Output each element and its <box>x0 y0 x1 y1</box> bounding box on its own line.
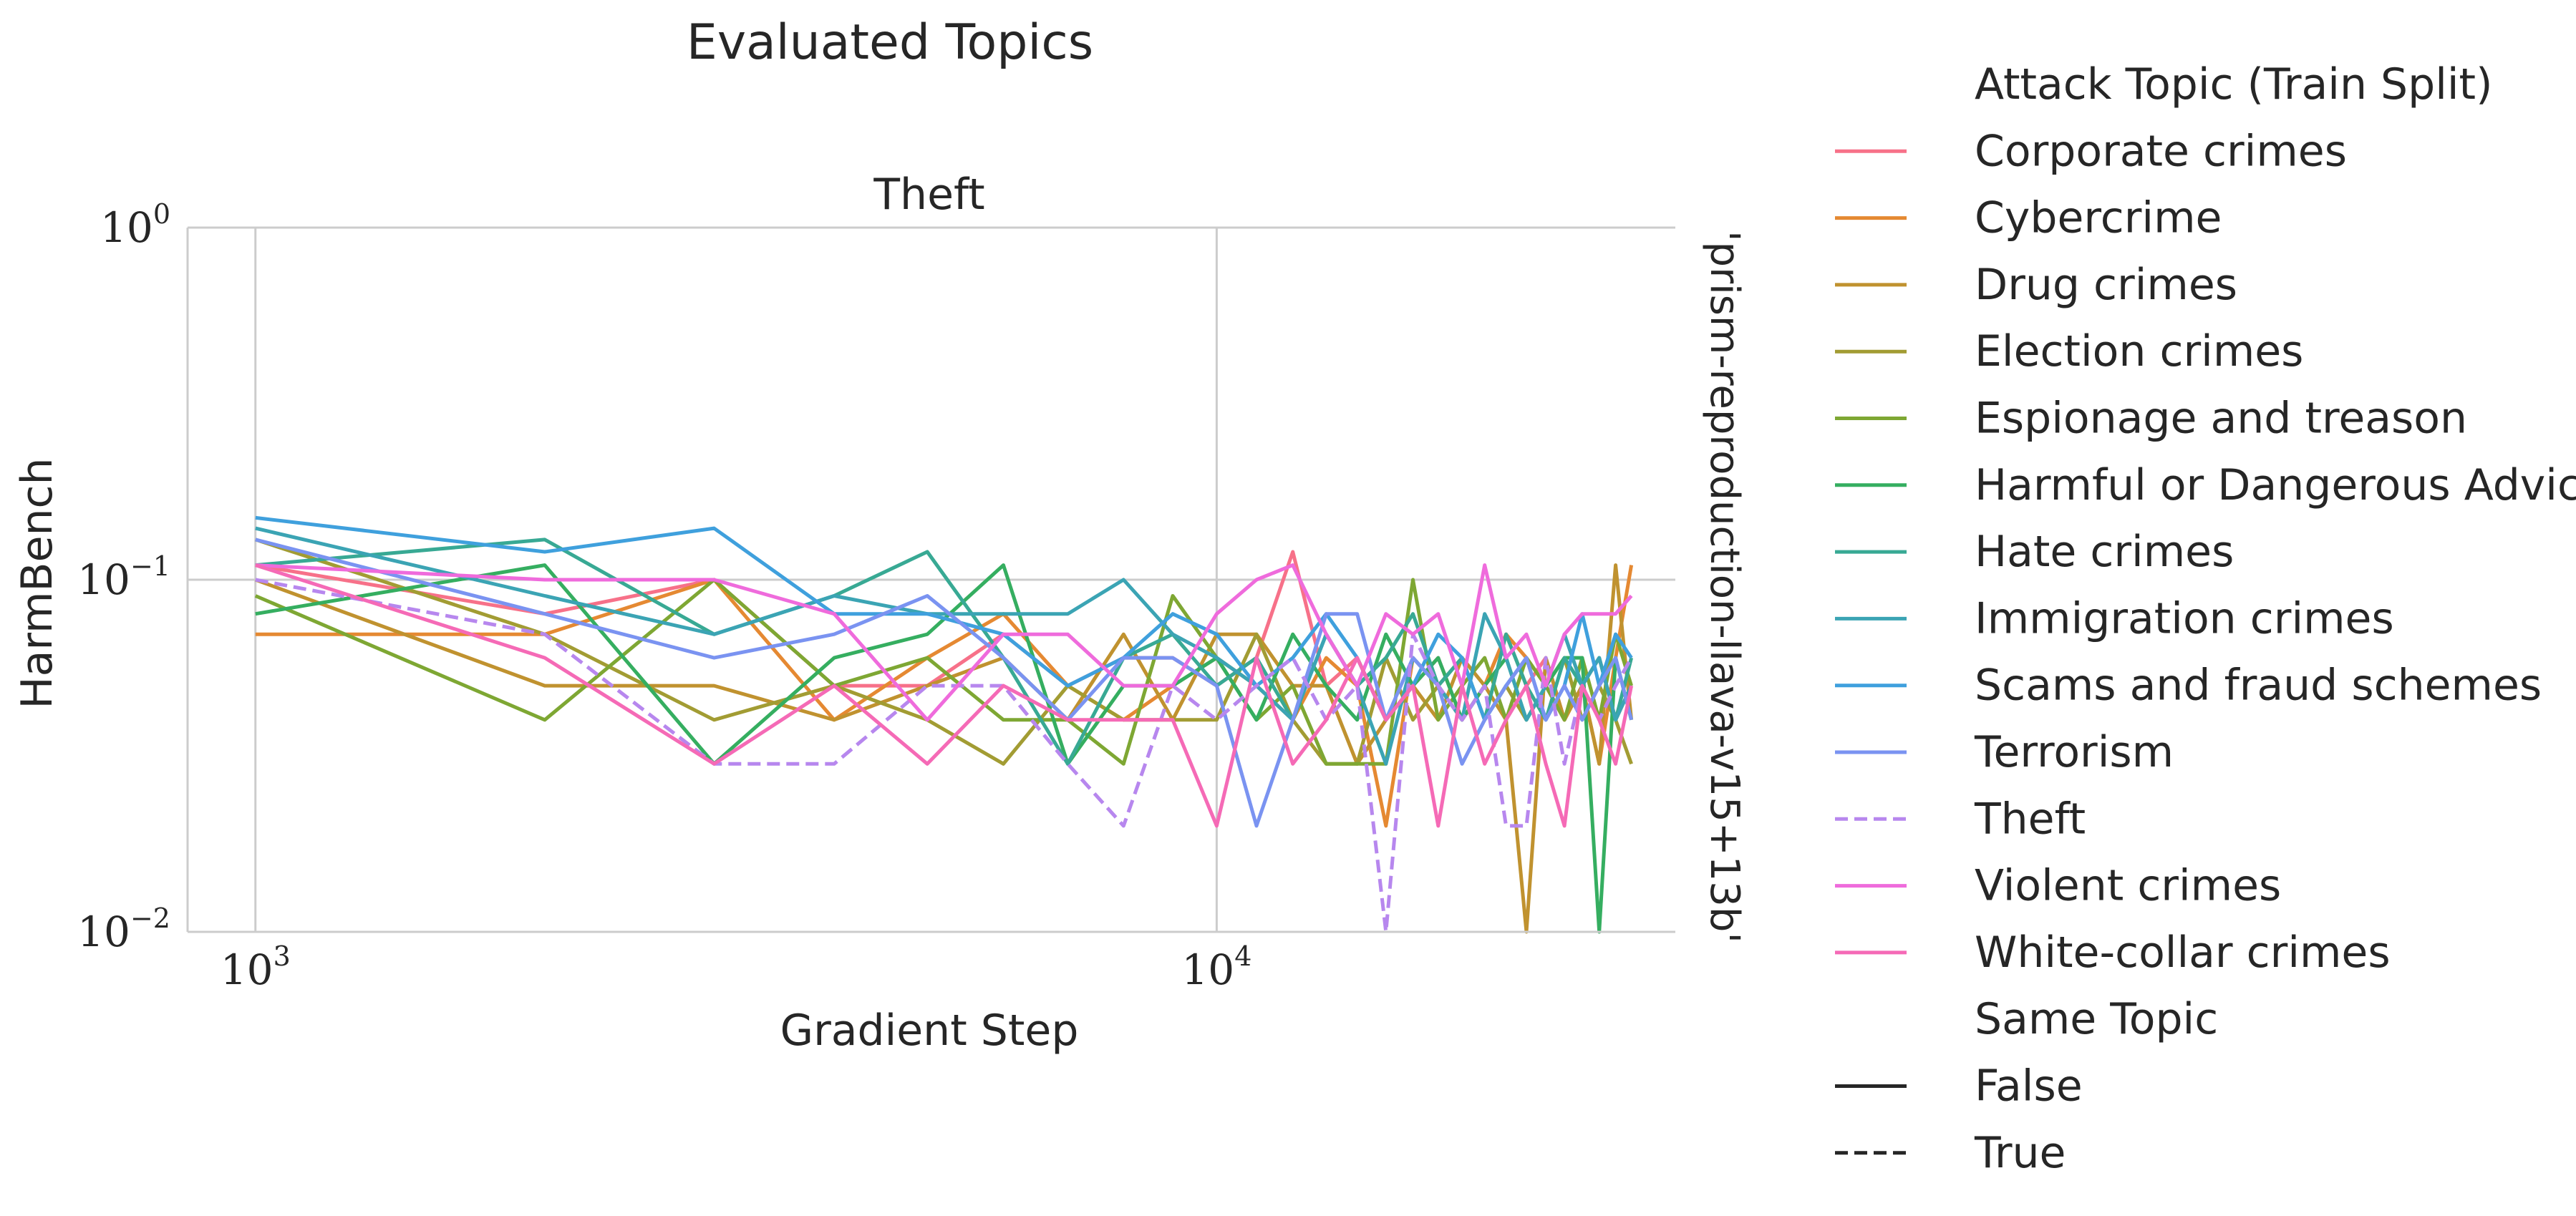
legend-style-title: Same Topic <box>1975 994 2218 1044</box>
legend-label-corporate-crimes: Corporate crimes <box>1975 126 2347 176</box>
series-line-violent-crimes <box>255 563 1633 722</box>
legend-label-cybercrime: Cybercrime <box>1975 193 2222 243</box>
subplot-title: Theft <box>873 170 984 220</box>
row-label: 'prism-reproduction-llava-v15+13b' <box>1701 230 1748 943</box>
x-tick-label: 104 <box>1181 940 1251 994</box>
suptitle: Evaluated Topics <box>687 14 1093 71</box>
legend: Attack Topic (Train Split) Corporate crim… <box>1835 59 2576 1178</box>
y-tick-label: 10−2 <box>77 903 170 956</box>
tick-labels: 103 104 100 10−1 10−2 <box>77 198 1251 994</box>
legend-label-scams-and-fraud-schemes: Scams and fraud schemes <box>1975 661 2542 711</box>
legend-title: Attack Topic (Train Split) <box>1975 59 2493 110</box>
legend-label-violent-crimes: Violent crimes <box>1975 861 2281 911</box>
legend-style-label-false: False <box>1975 1061 2083 1112</box>
legend-label-drug-crimes: Drug crimes <box>1975 260 2237 310</box>
x-tick-label: 103 <box>221 940 291 994</box>
legend-label-terrorism: Terrorism <box>1974 727 2174 777</box>
series-line-theft <box>255 578 1633 934</box>
y-axis-label: HarmBench <box>12 457 62 709</box>
series-line-terrorism <box>255 538 1634 828</box>
y-tick-label: 100 <box>100 198 170 252</box>
y-tick-label: 10−1 <box>77 550 170 604</box>
series-line-white-collar-crimes <box>255 563 1634 828</box>
x-axis-label: Gradient Step <box>780 1006 1079 1056</box>
series-line-espionage-and-treason <box>254 578 1633 766</box>
series-layer <box>254 515 1634 934</box>
legend-label-theft: Theft <box>1974 794 2086 844</box>
legend-style-label-true: True <box>1974 1128 2066 1178</box>
legend-label-espionage-and-treason: Espionage and treason <box>1975 394 2467 444</box>
legend-label-immigration-crimes: Immigration crimes <box>1975 593 2394 643</box>
legend-label-harmful-or-dangerous-advice: Harmful or Dangerous Advice <box>1975 460 2576 510</box>
axes-spines <box>186 228 1675 933</box>
legend-label-hate-crimes: Hate crimes <box>1975 527 2234 577</box>
legend-label-white-collar-crimes: White-collar crimes <box>1975 928 2391 978</box>
legend-label-election-crimes: Election crimes <box>1975 326 2303 376</box>
series-line-harmful-or-dangerous-advice <box>255 563 1634 934</box>
